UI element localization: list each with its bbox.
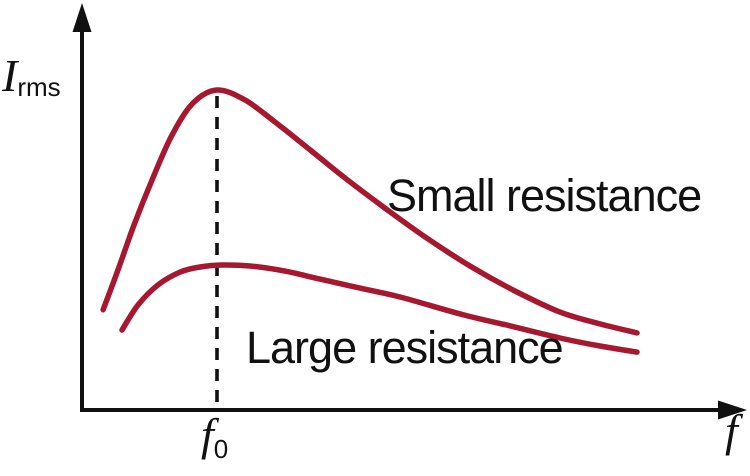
small-resistance-label: Small resistance	[387, 170, 702, 221]
resonance-frequency-label: f0	[201, 409, 229, 464]
y-axis-label-subscript: rms	[17, 72, 61, 102]
y-axis-label: Irms	[2, 50, 61, 102]
y-axis-arrowhead	[72, 3, 92, 32]
x-axis-arrowhead	[718, 400, 747, 420]
f0-label-subscript: 0	[213, 434, 229, 464]
y-axis-label-main: I	[2, 50, 18, 101]
x-axis-label: f	[725, 405, 738, 456]
large-resistance-curve	[119, 262, 640, 355]
small-resistance-curve	[100, 87, 640, 336]
large-resistance-label: Large resistance	[246, 322, 564, 373]
f0-label-main: f	[201, 409, 214, 460]
